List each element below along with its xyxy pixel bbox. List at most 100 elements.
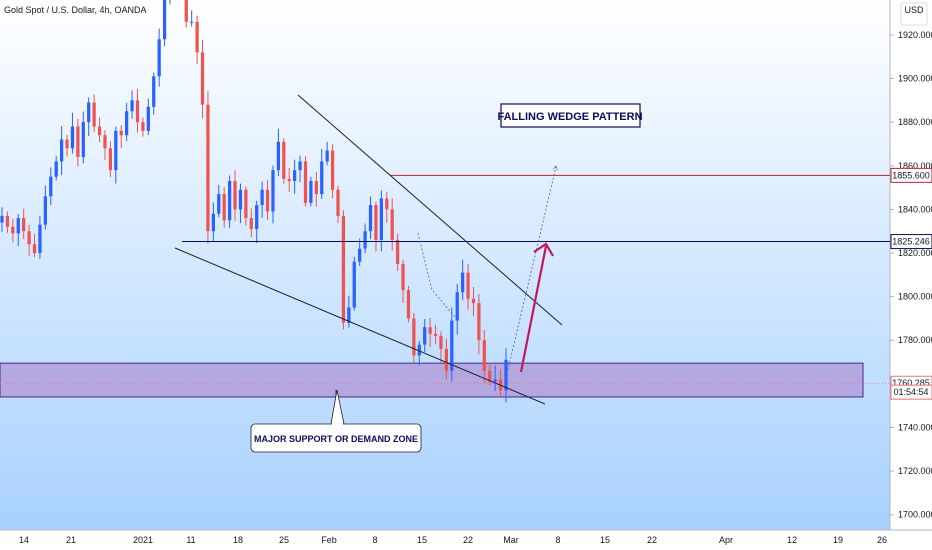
price-tag-label: 1855.600 [892,170,930,180]
x-tick-label: 15 [417,535,427,545]
candle-body [325,150,329,162]
y-tick-label: 1900.000 [898,74,932,84]
candle-body [238,189,243,210]
candle-body [401,263,405,291]
candle-body [32,244,37,254]
candle-body [54,161,58,177]
price-tag-label: 01:54:54 [893,387,928,397]
candle-body [282,141,286,179]
x-tick-label: 8 [555,535,560,545]
wedge-lower-trendline [174,247,546,405]
candle-body [493,379,497,382]
bullish-arrow-shaft [519,245,548,373]
y-tick-label: 1920.000 [898,30,932,40]
candle-body [217,194,221,214]
candle-body [385,198,389,210]
candle-body [38,224,42,254]
candle-body [358,248,362,262]
candle-body [271,170,275,212]
x-tick-label: 12 [787,535,797,545]
bullish-arrow-head [533,242,554,257]
x-tick-label: 21 [66,535,76,545]
candle-body [395,239,400,264]
price-axis-background [890,0,932,530]
candle-body [450,320,454,371]
candle-body [108,148,113,171]
x-tick-label: 25 [279,535,289,545]
candle-body [146,106,150,131]
candle-body [466,272,470,299]
candle-body [417,344,421,356]
x-tick-label: 18 [233,535,243,545]
candle-body [287,178,291,182]
price-tag-label: 1825.246 [892,237,930,247]
y-tick-label: 1720.000 [898,466,932,476]
candle-body [249,218,253,230]
candle-body [157,39,161,77]
candle-body [222,194,226,221]
candle-body [298,161,302,171]
candle-body [444,348,449,371]
candle-body [65,139,69,149]
candle-body [488,370,492,382]
candle-body [11,226,15,234]
wedge-upper-trendline [297,94,563,326]
candle-body [265,189,270,212]
x-tick-label: 15 [600,535,610,545]
candle-body [16,218,20,234]
x-tick-label: 8 [372,535,377,545]
candle-body [482,340,486,371]
candle-body [200,52,205,105]
y-tick-label: 1800.000 [898,292,932,302]
candle-body [412,318,416,356]
candle-body [314,181,318,195]
demand-zone-callout-label: MAJOR SUPPORT OR DEMAND ZONE [254,434,418,444]
candle-body [0,215,4,223]
candle-body [433,333,438,336]
x-tick-label: 22 [463,535,473,545]
x-tick-label: 14 [19,535,29,545]
price-tag-box [890,234,932,250]
candle-body [477,303,481,341]
candle-body [352,261,356,308]
y-tick-label: 1860.000 [898,161,932,171]
candle-body [303,161,308,203]
candle-body [428,327,432,334]
candle-body [341,215,346,323]
candle-body [70,126,75,149]
candle-body [320,161,324,195]
y-tick-label: 1700.000 [898,510,932,520]
currency-box[interactable] [900,2,928,26]
price-tag-box [890,384,932,400]
candle-body [347,307,351,323]
candle-body [27,231,31,245]
candle-body [130,100,134,112]
candle-body [92,102,96,127]
price-tag-label: 1760.285 [892,378,930,388]
candle-body [330,150,335,190]
candle-body [141,122,145,131]
candle-body [276,141,281,171]
x-tick-label: Apr [719,535,733,545]
candle-body [374,205,378,240]
candle-body [162,0,167,40]
candle-body [43,196,47,225]
x-axis: 14 21 2021 11 18 25 Feb 8 15 22 Mar 8 15 22 Apr 12 19 26 [19,535,887,545]
candle-body [59,139,64,162]
x-tick-label: 2021 [133,535,153,545]
candle-body [504,359,508,391]
candle-body [81,122,85,158]
candle-body [439,335,443,349]
y-tick-label: 1820.000 [898,248,932,258]
candle-body [125,111,129,136]
y-tick-label: 1880.000 [898,117,932,127]
candle-body [206,104,210,232]
candle-body [119,130,123,136]
candle-body [390,209,394,240]
candle-body [293,170,297,182]
x-tick-label: 26 [877,535,887,545]
x-tick-label: 19 [833,535,843,545]
candle-body [5,215,10,227]
